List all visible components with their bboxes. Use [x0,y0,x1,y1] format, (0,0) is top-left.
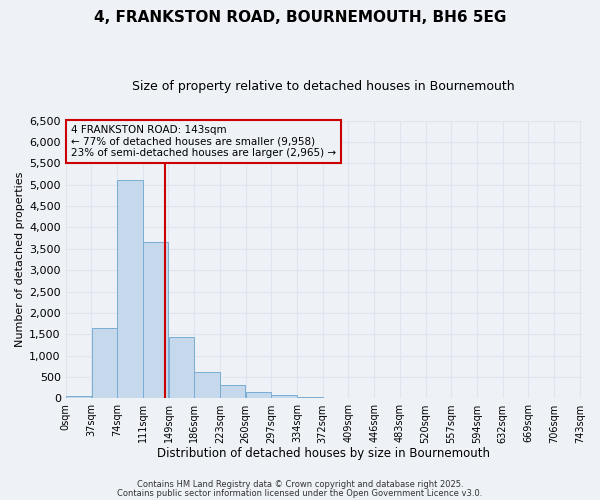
Bar [117,180,143,398]
Title: Size of property relative to detached houses in Bournemouth: Size of property relative to detached ho… [133,80,515,93]
Bar [143,242,169,398]
Y-axis label: Number of detached properties: Number of detached properties [15,172,25,347]
X-axis label: Distribution of detached houses by size in Bournemouth: Distribution of detached houses by size … [157,447,490,460]
Text: Contains HM Land Registry data © Crown copyright and database right 2025.: Contains HM Land Registry data © Crown c… [137,480,463,489]
Text: 4 FRANKSTON ROAD: 143sqm
← 77% of detached houses are smaller (9,958)
23% of sem: 4 FRANKSTON ROAD: 143sqm ← 77% of detach… [71,124,336,158]
Bar [271,395,297,398]
Bar [194,372,220,398]
Bar [246,392,271,398]
Bar [66,396,91,398]
Bar [92,328,117,398]
Bar [169,338,194,398]
Bar [220,385,245,398]
Text: Contains public sector information licensed under the Open Government Licence v3: Contains public sector information licen… [118,488,482,498]
Text: 4, FRANKSTON ROAD, BOURNEMOUTH, BH6 5EG: 4, FRANKSTON ROAD, BOURNEMOUTH, BH6 5EG [94,10,506,25]
Bar [297,397,323,398]
